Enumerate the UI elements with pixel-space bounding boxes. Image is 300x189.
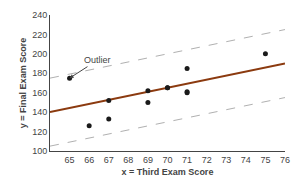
svg-text:Outlier: Outlier (84, 55, 111, 65)
svg-text:72: 72 (202, 155, 212, 165)
svg-text:160: 160 (32, 88, 47, 98)
svg-text:75: 75 (260, 155, 270, 165)
svg-text:76: 76 (280, 155, 290, 165)
svg-text:y = Final Exam Score: y = Final Exam Score (18, 38, 28, 128)
svg-text:69: 69 (143, 155, 153, 165)
svg-text:120: 120 (32, 127, 47, 137)
svg-text:100: 100 (32, 146, 47, 156)
svg-text:140: 140 (32, 107, 47, 117)
svg-text:200: 200 (32, 49, 47, 59)
svg-text:220: 220 (32, 30, 47, 40)
svg-text:240: 240 (32, 10, 47, 20)
svg-text:x = Third Exam Score: x = Third Exam Score (122, 167, 214, 177)
svg-text:71: 71 (182, 155, 192, 165)
svg-text:67: 67 (104, 155, 114, 165)
svg-text:73: 73 (221, 155, 231, 165)
svg-text:68: 68 (123, 155, 133, 165)
svg-text:65: 65 (65, 155, 75, 165)
svg-text:66: 66 (84, 155, 94, 165)
svg-text:74: 74 (241, 155, 251, 165)
svg-text:70: 70 (162, 155, 172, 165)
svg-text:180: 180 (32, 68, 47, 78)
